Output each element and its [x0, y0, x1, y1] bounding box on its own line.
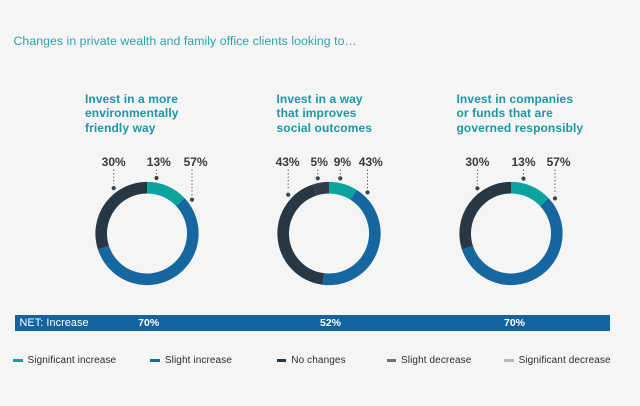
- donut-heading-2: Invest in a way that improves social outco…: [277, 92, 373, 136]
- legend-swatch-icon: [386, 358, 396, 362]
- leader-dot: [475, 186, 480, 191]
- donut-heading-line: Invest in a way: [276, 91, 363, 106]
- percent-label-significant-increase: 9%: [333, 154, 352, 169]
- net-increase-bar-label: NET: Increase: [19, 317, 89, 329]
- donut-heading-3: Invest in companies or funds that are gove…: [457, 92, 584, 136]
- donut-heading-line: Invest in companies: [456, 91, 574, 106]
- legend-item-significant-decrease: Significant decrease: [504, 354, 611, 366]
- percent-label-no-changes: 43%: [275, 154, 300, 169]
- legend-swatch-icon: [276, 358, 287, 362]
- legend-label: Slight increase: [164, 354, 232, 366]
- percent-label-significant-increase: 13%: [511, 154, 536, 169]
- net-increase-value-2: 52%: [319, 317, 342, 329]
- donut-segment-significant-increase: [328, 181, 357, 200]
- chart-title: Changes in private wealth and family off…: [13, 33, 357, 48]
- donut-segment-no-changes: [277, 184, 325, 285]
- legend-swatch-icon: [150, 358, 160, 362]
- percent-label-slight-increase: 43%: [358, 154, 383, 169]
- legend-label: No changes: [291, 354, 346, 366]
- percent-label-slight-increase: 57%: [183, 154, 208, 169]
- donut-segment-slight-decrease: [313, 181, 330, 196]
- legend-label: Slight decrease: [401, 354, 472, 366]
- legend-item-no-changes: No changes: [276, 354, 346, 366]
- percent-label-significant-increase: 13%: [146, 154, 171, 169]
- percent-label-no-changes: 30%: [101, 154, 126, 169]
- legend-item-slight-decrease: Slight decrease: [386, 354, 472, 366]
- leader-dot: [189, 197, 195, 202]
- net-increase-value-3: 70%: [503, 317, 526, 329]
- legend-swatch-icon: [13, 358, 23, 362]
- leader-dot: [111, 186, 116, 191]
- net-increase-value-1: 70%: [138, 317, 160, 329]
- donut-segment-significant-increase: [510, 181, 549, 207]
- donut-heading-line: friendly way: [85, 120, 156, 135]
- donut-segment-slight-increase: [322, 189, 381, 286]
- leader-dot: [286, 192, 291, 197]
- donut-segment-slight-increase: [97, 198, 199, 286]
- leader-dot: [338, 176, 343, 181]
- leader-dot: [521, 176, 526, 181]
- legend-item-significant-increase: Significant increase: [13, 354, 116, 366]
- legend-label: Significant increase: [27, 354, 117, 366]
- percent-label-no-changes: 30%: [465, 154, 490, 169]
- donut-segment-no-changes: [95, 181, 148, 250]
- donut-segment-slight-increase: [461, 198, 563, 286]
- leader-dot: [552, 196, 558, 201]
- leader-dot: [315, 176, 320, 181]
- leader-dot: [365, 190, 370, 195]
- net-increase-bar: NET: Increase 70% 52% 70%: [15, 315, 610, 331]
- legend-label: Significant decrease: [518, 354, 611, 366]
- donut-heading-1: Invest in a more environmentally friendly …: [85, 92, 179, 136]
- donut-heading-line: environmentally: [85, 106, 179, 121]
- donut-heading-line: Invest in a more: [85, 91, 178, 106]
- leader-dot: [154, 175, 159, 181]
- donut-segment-significant-increase: [146, 181, 185, 207]
- donut-heading-line: governed responsibly: [456, 120, 584, 135]
- donut-heading-line: that improves: [276, 106, 357, 121]
- legend-swatch-icon: [504, 358, 514, 362]
- legend-item-slight-increase: Slight increase: [150, 354, 232, 366]
- donut-segment-no-changes: [459, 181, 512, 250]
- donut-heading-line: social outcomes: [276, 120, 373, 135]
- percent-label-slight-increase: 57%: [546, 154, 571, 169]
- donut-heading-line: or funds that are: [456, 106, 553, 121]
- percent-label-slight-decrease: 5%: [310, 154, 328, 169]
